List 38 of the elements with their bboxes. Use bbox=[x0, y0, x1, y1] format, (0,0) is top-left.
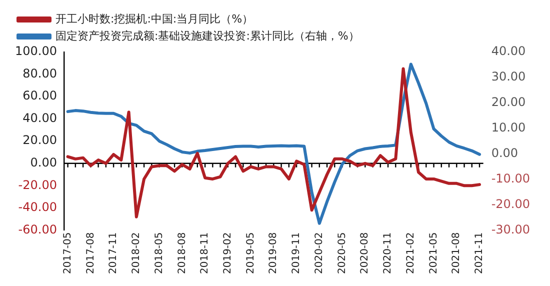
y-tick-label: 80.00 bbox=[22, 66, 57, 80]
x-tick-label: 2021-05 bbox=[428, 232, 440, 274]
y-tick-label: -40.00 bbox=[18, 200, 57, 214]
x-tick-label: 2017-08 bbox=[85, 232, 96, 274]
y2-tick-label: 40.00 bbox=[491, 44, 526, 58]
x-tick-label: 2019-02 bbox=[222, 232, 234, 274]
y-tick-label: -20.00 bbox=[18, 178, 57, 192]
y-tick-label: 100.00 bbox=[14, 44, 57, 58]
x-tick-label: 2021-08 bbox=[451, 232, 462, 274]
x-tick-label: 2019-08 bbox=[268, 232, 280, 274]
x-tick-label: 2019-11 bbox=[291, 232, 302, 274]
x-tick-label: 2017-05 bbox=[62, 232, 74, 274]
x-tick-label: 2019-05 bbox=[245, 232, 256, 274]
y2-tick-label: 0.00 bbox=[491, 146, 518, 160]
x-tick-label: 2020-11 bbox=[382, 232, 394, 274]
x-tick-label: 2020-02 bbox=[314, 232, 325, 274]
x-tick-label: 2018-08 bbox=[176, 232, 188, 274]
y-tick-label: 40.00 bbox=[22, 110, 57, 125]
x-tick-label: 2017-11 bbox=[108, 232, 120, 274]
x-tick-label: 2018-11 bbox=[200, 232, 211, 274]
y-tick-label: 0.00 bbox=[30, 156, 57, 170]
y2-tick-label: -20.00 bbox=[491, 196, 530, 211]
y2-tick-label: -30.00 bbox=[491, 222, 530, 236]
x-tick-label: 2021-11 bbox=[474, 232, 486, 274]
legend-label: 开工小时数:挖掘机:中国:当月同比（%） bbox=[56, 12, 254, 26]
y2-tick-label: 10.00 bbox=[491, 120, 526, 135]
x-tick-label: 2020-05 bbox=[336, 232, 348, 274]
y2-tick-label: 30.00 bbox=[491, 70, 526, 84]
y2-tick-label: 20.00 bbox=[491, 95, 526, 110]
legend-label: 固定资产投资完成额:基础设施建设投资:累计同比（右轴，%） bbox=[56, 29, 360, 42]
x-tick-label: 2018-05 bbox=[154, 232, 165, 274]
x-tick-label: 2018-02 bbox=[131, 232, 142, 274]
x-tick-label: 2020-08 bbox=[360, 232, 371, 274]
y-tick-label: -60.00 bbox=[18, 222, 57, 236]
y-tick-label: 20.00 bbox=[22, 133, 57, 148]
y2-tick-label: -10.00 bbox=[491, 171, 530, 186]
y-tick-label: 60.00 bbox=[22, 88, 57, 103]
x-tick-label: 2021-02 bbox=[405, 232, 416, 274]
